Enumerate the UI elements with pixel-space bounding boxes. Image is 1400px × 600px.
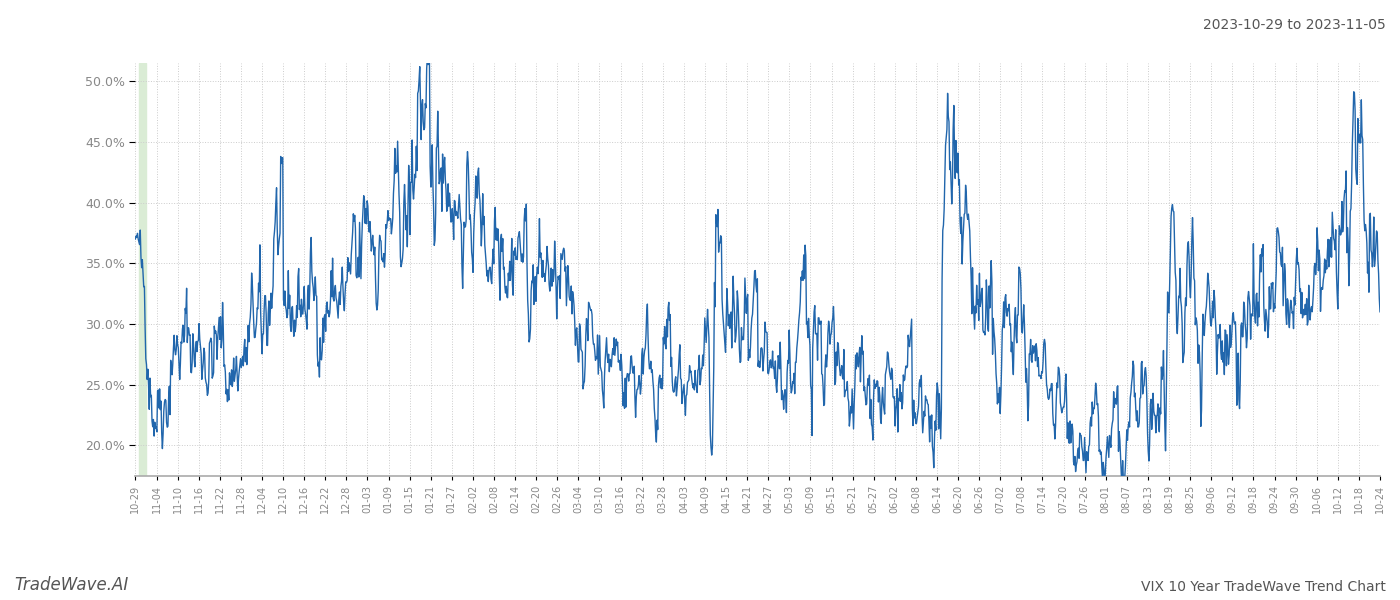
Text: TradeWave.AI: TradeWave.AI — [14, 576, 129, 594]
Text: 2023-10-29 to 2023-11-05: 2023-10-29 to 2023-11-05 — [1203, 18, 1386, 32]
Text: VIX 10 Year TradeWave Trend Chart: VIX 10 Year TradeWave Trend Chart — [1141, 580, 1386, 594]
Bar — [139, 63, 146, 476]
